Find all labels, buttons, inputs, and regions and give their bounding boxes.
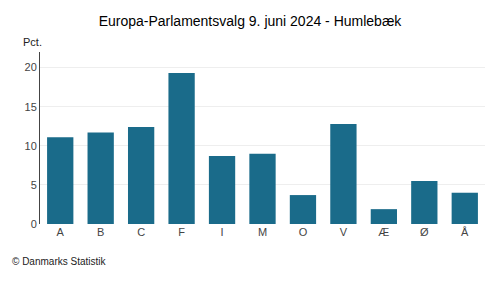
- svg-text:C: C: [137, 226, 145, 238]
- svg-text:Pct.: Pct.: [23, 36, 42, 48]
- svg-text:Ø: Ø: [420, 226, 429, 238]
- svg-text:5: 5: [31, 179, 37, 191]
- svg-text:A: A: [57, 226, 65, 238]
- svg-text:© Danmarks Statistik: © Danmarks Statistik: [12, 256, 107, 267]
- svg-text:V: V: [340, 226, 348, 238]
- svg-text:F: F: [178, 226, 185, 238]
- svg-text:20: 20: [25, 61, 37, 73]
- svg-text:I: I: [221, 226, 224, 238]
- svg-text:B: B: [97, 226, 104, 238]
- svg-text:10: 10: [25, 140, 37, 152]
- svg-text:Europa-Parlamentsvalg 9. juni: Europa-Parlamentsvalg 9. juni 2024 - Hum…: [99, 13, 403, 29]
- svg-text:M: M: [258, 226, 267, 238]
- svg-text:O: O: [299, 226, 308, 238]
- svg-text:Æ: Æ: [378, 226, 389, 238]
- svg-text:Å: Å: [461, 226, 469, 238]
- svg-text:15: 15: [25, 101, 37, 113]
- svg-text:0: 0: [31, 218, 37, 230]
